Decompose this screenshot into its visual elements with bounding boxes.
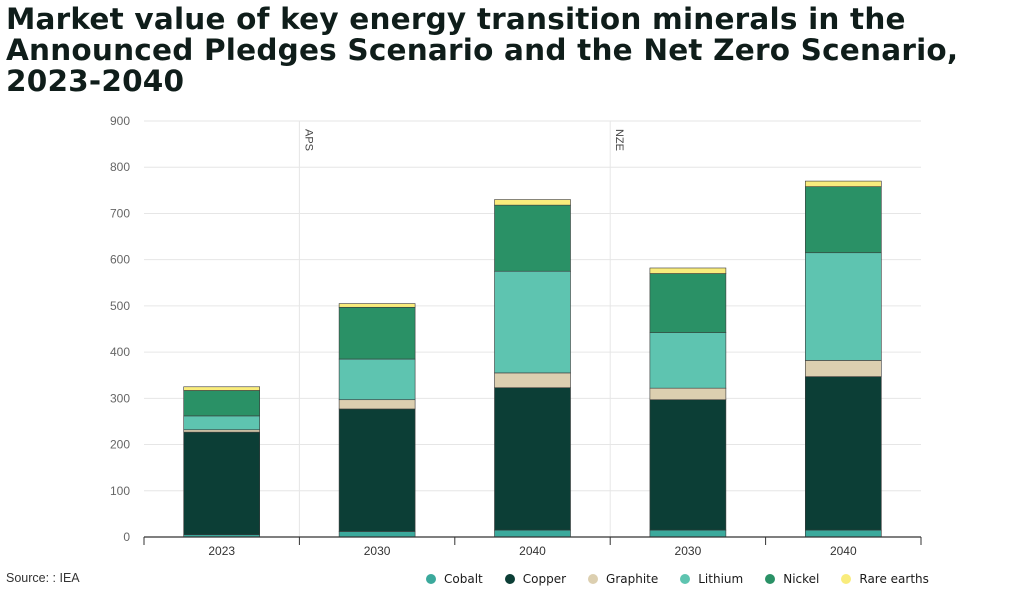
bar-segment-rare-earths xyxy=(494,199,571,206)
source-note: Source: : IEA xyxy=(6,571,80,585)
y-tick-label: 100 xyxy=(110,484,130,498)
legend-label: Graphite xyxy=(606,572,659,586)
y-tick-label: 300 xyxy=(110,391,130,405)
bar-segment-graphite xyxy=(494,372,571,389)
bar-segment-copper xyxy=(649,399,727,531)
y-tick-label: 800 xyxy=(110,160,130,174)
x-tick-label: 2030 xyxy=(675,544,702,558)
legend-item-rare-earths: Rare earths xyxy=(841,572,929,586)
bar-segment-rare-earths xyxy=(338,303,416,308)
bar-segment-nickel xyxy=(183,390,260,417)
scenario-dividers: APS NZE xyxy=(298,121,625,537)
chart-title: Market value of key energy transition mi… xyxy=(6,2,959,98)
bar-segment-lithium xyxy=(804,252,882,361)
legend-swatch xyxy=(765,574,776,584)
bar-segment-graphite xyxy=(804,360,882,377)
bars xyxy=(183,180,882,538)
bar-segment-nickel xyxy=(804,186,882,254)
legend-swatch xyxy=(504,574,515,584)
legend-item-lithium: Lithium xyxy=(680,572,743,586)
y-tick-label: 500 xyxy=(110,299,130,313)
bar-segment-copper xyxy=(183,431,260,535)
x-tick-label: 2030 xyxy=(364,544,391,558)
scenario-label: APS xyxy=(302,129,314,151)
y-tick-label: 0 xyxy=(123,530,130,544)
bar-segment-graphite xyxy=(649,387,727,401)
bar-segment-rare-earths xyxy=(649,267,727,274)
y-tick-label: 200 xyxy=(110,438,130,452)
y-tick-label: 600 xyxy=(110,253,130,267)
legend-swatch xyxy=(588,574,599,584)
bar-segment-rare-earths xyxy=(183,386,260,391)
bar-segment-lithium xyxy=(494,270,571,374)
bar-segment-nickel xyxy=(338,306,416,360)
bar-segment-cobalt xyxy=(338,531,416,538)
bar-segment-copper xyxy=(338,408,416,532)
legend-swatch xyxy=(426,574,436,584)
bar-segment-lithium xyxy=(338,358,416,401)
y-axis-ticks: 0 100 200 300 400 500 600 700 800 900 xyxy=(110,114,130,544)
legend-swatch xyxy=(841,574,852,584)
y-tick-label: 400 xyxy=(110,345,130,359)
legend-label: Cobalt xyxy=(444,572,483,586)
legend-item-copper: Copper xyxy=(504,572,567,586)
x-tick-label: 2040 xyxy=(519,544,546,558)
bar-segment-nickel xyxy=(649,273,727,333)
legend-label: Copper xyxy=(522,572,567,586)
legend-item-cobalt: Cobalt xyxy=(426,572,483,586)
bar-segment-lithium xyxy=(183,415,260,431)
legend-label: Lithium xyxy=(698,572,744,586)
legend-swatch xyxy=(680,574,691,584)
bar-segment-copper xyxy=(804,376,882,531)
legend: Cobalt Copper Graphite Lithium Nickel Rare ea… xyxy=(426,572,951,586)
x-tick-label: 2040 xyxy=(830,544,857,558)
bar-segment-graphite xyxy=(183,429,260,433)
bar-segment-cobalt xyxy=(649,529,727,538)
legend-item-nickel: Nickel xyxy=(765,572,819,586)
bar-segment-cobalt xyxy=(804,529,882,538)
bar-segment-cobalt xyxy=(494,529,571,538)
x-tick-label: 2023 xyxy=(208,544,235,558)
bar-segment-copper xyxy=(494,387,571,531)
legend-label: Nickel xyxy=(783,572,820,586)
bar-segment-graphite xyxy=(338,399,416,410)
bar-segment-rare-earths xyxy=(804,180,882,187)
y-tick-label: 700 xyxy=(110,206,130,220)
bar-segment-nickel xyxy=(494,204,571,272)
scenario-label: NZE xyxy=(613,129,625,151)
x-axis: 2023 2030 2040 2030 2040 xyxy=(143,536,922,558)
y-tick-label: 900 xyxy=(110,114,130,128)
legend-item-graphite: Graphite xyxy=(588,572,658,586)
bar-segment-lithium xyxy=(649,332,727,389)
legend-label: Rare earths xyxy=(859,572,929,586)
